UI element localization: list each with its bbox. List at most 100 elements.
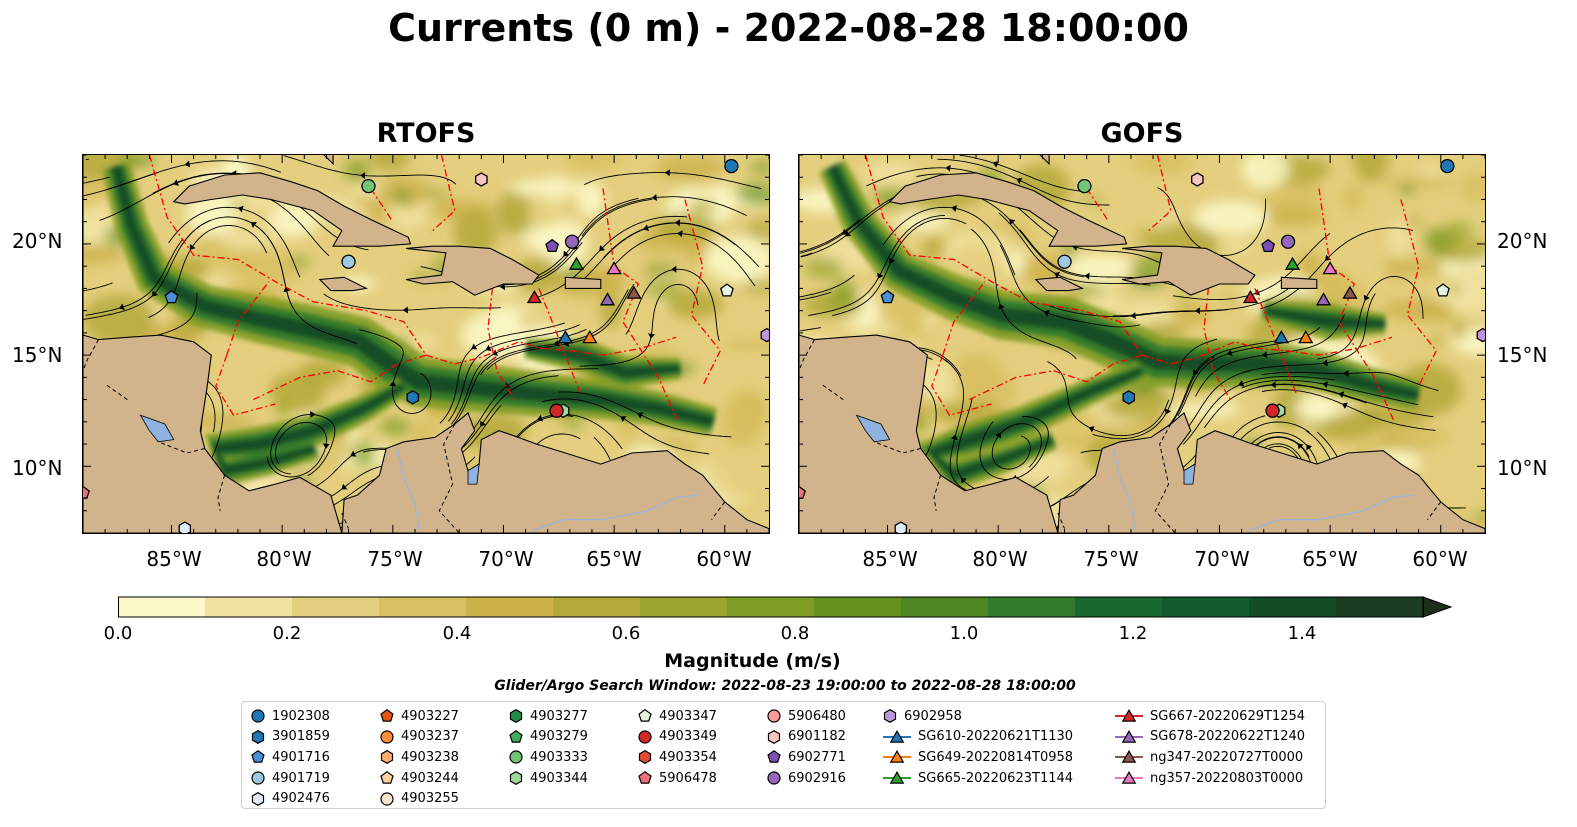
legend-label: 4903238: [401, 749, 459, 765]
land: [1280, 276, 1318, 289]
colorbar-tick: 0.0: [103, 623, 133, 644]
legend-marker-icon: [883, 729, 911, 743]
land: [172, 172, 412, 247]
legend-label: 4903354: [659, 749, 717, 765]
streamline-arrow: [1043, 310, 1050, 317]
colorbar-segment: [292, 597, 380, 617]
streamline: [1148, 339, 1282, 442]
legend-label: 4903255: [401, 791, 459, 807]
streamline-arrow: [1322, 381, 1329, 388]
legend-item: 4903227: [379, 706, 459, 727]
legend-item: 1902308: [250, 706, 330, 727]
streamline: [1260, 227, 1414, 310]
streamline-arrow: [173, 179, 179, 186]
country-border: [438, 423, 460, 533]
marker-4901716: [880, 289, 895, 304]
legend-marker-icon: [380, 730, 394, 744]
legend-item: 4903237: [379, 727, 459, 748]
lake: [467, 463, 480, 485]
streamline-arrow: [1322, 359, 1328, 367]
streamline: [1203, 384, 1367, 429]
marker-1902308: [1440, 158, 1455, 174]
legend-marker-icon: [767, 729, 781, 744]
legend-label: 6902771: [788, 749, 846, 765]
legend-label: 6902958: [904, 708, 962, 724]
legend-item: SG649-20220814T0958: [882, 747, 1073, 768]
legend-label: 4903237: [401, 729, 459, 745]
eez-boundary: [148, 155, 677, 365]
streamline-arrow: [648, 333, 655, 339]
legend-label: SG678-20220622T1240: [1150, 729, 1306, 745]
legend-marker-icon: [251, 791, 265, 806]
streamline: [970, 228, 1077, 360]
marker-3901859: [1122, 390, 1136, 405]
streamline: [998, 212, 1151, 286]
marker-6902916: [564, 234, 580, 249]
lon-label-60w: 60°W: [1412, 547, 1468, 571]
eez-boundary: [864, 155, 1393, 365]
streamline-arrow: [1306, 444, 1313, 451]
streamline: [1005, 198, 1168, 267]
streamline-arrow: [1130, 312, 1136, 320]
legend-label: 6901182: [788, 729, 846, 745]
lon-label-75w: 75°W: [1083, 547, 1139, 571]
marker-4903347: [720, 283, 734, 297]
streamline: [1241, 293, 1376, 374]
country-border: [711, 501, 726, 520]
legend-marker-icon: [251, 750, 265, 764]
marker-4901719: [1057, 254, 1072, 269]
legend-item: SG665-20220623T1144: [882, 768, 1073, 789]
legend-marker-icon: [1115, 709, 1143, 722]
marker-4903347: [1436, 283, 1450, 297]
colorbar-segment: [1336, 597, 1424, 617]
colorbar-tick: 0.8: [780, 623, 810, 644]
streamline-arrow: [499, 283, 505, 291]
legend-marker-icon: [767, 771, 781, 785]
streamline-arrow: [1009, 219, 1016, 226]
eez-boundary: [487, 288, 516, 400]
legend-item: 4903344: [508, 768, 588, 789]
streamline: [882, 206, 1016, 276]
marker-SG665: [568, 256, 585, 270]
eez-boundary: [684, 199, 722, 387]
legend-marker-icon: [767, 709, 781, 723]
streamline-arrow: [189, 244, 196, 251]
eez-boundary: [253, 354, 427, 401]
streamline: [625, 268, 720, 342]
marker-SG649: [582, 329, 598, 344]
legend-marker-icon: [1115, 729, 1143, 743]
eez-boundary: [602, 188, 679, 423]
eez-boundary: [429, 155, 456, 234]
marker-SG667: [1242, 289, 1259, 304]
streamline-arrow: [1016, 177, 1023, 185]
marker-4901719: [341, 254, 356, 269]
legend-label: 4902476: [272, 791, 330, 807]
streamline-arrow: [310, 411, 316, 418]
marker-SG678: [1315, 292, 1332, 306]
legend-label: 4903227: [401, 708, 459, 724]
country-border: [104, 383, 128, 401]
eez-boundary: [1145, 155, 1172, 234]
legend-item: 5906480: [766, 706, 846, 727]
streamline: [448, 324, 580, 422]
streamline-arrow: [951, 434, 958, 441]
colorbar-segment: [379, 597, 467, 617]
marker-6901182: [1191, 172, 1204, 187]
eez-boundary: [1203, 288, 1232, 400]
legend-marker-icon: [509, 750, 523, 765]
streamline: [800, 327, 822, 332]
legend-column: 4903277 4903279 4903333 4903344: [508, 706, 588, 788]
streamline: [800, 252, 813, 257]
marker-SG610: [1273, 329, 1290, 344]
land: [405, 245, 540, 296]
streamline-arrow: [1338, 391, 1345, 398]
streamline-arrow: [184, 160, 191, 168]
streamline: [1261, 389, 1436, 431]
eez-boundary: [942, 281, 986, 356]
lat-label-15n-right: 15°N: [1497, 343, 1548, 367]
country-border: [799, 339, 815, 371]
legend-column: 5906480 6901182 6902771 6902916: [766, 706, 846, 788]
streamline: [979, 416, 1049, 480]
colorbar-tick: 1.0: [949, 623, 979, 644]
river: [531, 494, 699, 532]
